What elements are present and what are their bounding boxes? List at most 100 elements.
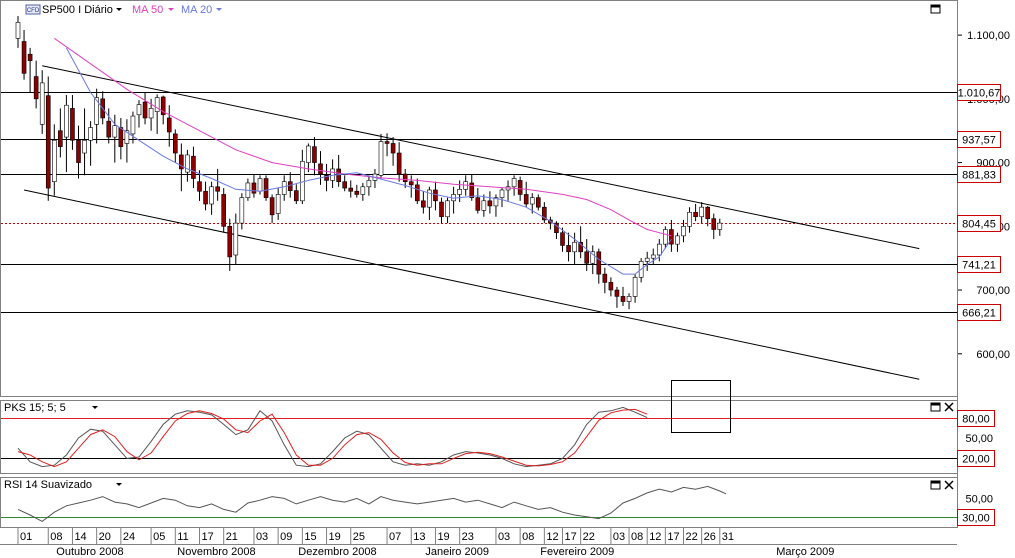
candle-up	[378, 141, 384, 176]
rsi-level-label: 30,00	[962, 513, 990, 525]
close-icon[interactable]	[944, 480, 954, 490]
main-header: CFD SP500 I Diário MA 50 MA 20	[25, 4, 941, 16]
candle-up	[233, 222, 239, 256]
candle-down	[469, 182, 475, 198]
candle-up	[699, 206, 704, 218]
candle-down	[554, 222, 559, 233]
y-tick-label: 600,00	[976, 349, 1010, 361]
x-month-label: Outubro 2008	[56, 546, 123, 558]
candle-up	[626, 296, 632, 302]
candle-down	[160, 96, 166, 116]
x-day-label: 07	[389, 531, 401, 543]
legend-ma50[interactable]: MA 50	[132, 4, 163, 16]
candle-down	[106, 120, 112, 138]
candle-up	[493, 197, 499, 207]
dropdown-icon[interactable]	[116, 8, 122, 11]
candle-down	[535, 197, 541, 208]
candle-up	[717, 222, 723, 230]
x-day-label: 23	[462, 531, 474, 543]
candle-up	[511, 178, 517, 188]
highlight-box[interactable]	[671, 380, 731, 433]
pks-oscillator-pane: 80,00 20,00 50,00	[1, 406, 995, 468]
level-label-box	[957, 256, 1001, 273]
legend-ma20[interactable]: MA 20	[181, 4, 212, 16]
rsi-line	[17, 485, 727, 522]
maximize-icon[interactable]	[930, 402, 941, 412]
pks-level-box	[957, 410, 995, 427]
x-day-label: 05	[153, 531, 165, 543]
pks-level-label: 20,00	[962, 454, 990, 466]
candle-up	[632, 276, 638, 297]
candle-up	[39, 82, 45, 125]
candle-down	[487, 200, 493, 207]
candle-up	[481, 200, 487, 211]
candle-down	[602, 273, 608, 283]
candle-up	[457, 189, 462, 195]
x-day-label: 14	[74, 531, 86, 543]
candle-down	[584, 251, 590, 264]
candle-down	[669, 229, 674, 245]
pks-k-line	[17, 406, 648, 468]
candle-down	[620, 296, 626, 302]
candle-up	[529, 197, 535, 205]
symbol-title[interactable]: SP500 I Diário	[42, 4, 113, 16]
candle-down	[439, 201, 444, 218]
candle-down	[542, 206, 547, 221]
dropdown-icon[interactable]	[216, 8, 222, 11]
candle-down	[58, 130, 63, 147]
x-day-label: 01	[20, 531, 32, 543]
x-day-label: 03	[498, 531, 510, 543]
candle-up	[687, 211, 692, 227]
x-day-label: 31	[722, 531, 734, 543]
close-icon[interactable]	[944, 402, 954, 412]
x-day-label: 24	[123, 531, 135, 543]
candle-down	[251, 182, 257, 194]
candle-down	[596, 251, 602, 275]
x-day-label: 17	[565, 531, 577, 543]
candle-down	[21, 41, 27, 74]
pks-level-box	[957, 450, 995, 467]
y-tick-label: 700,00	[976, 285, 1010, 297]
candle-down	[287, 181, 293, 191]
candle-down	[215, 186, 220, 192]
x-day-label: 17	[202, 531, 214, 543]
x-month-label: Março 2009	[776, 546, 834, 558]
candle-up	[663, 229, 668, 245]
candle-up	[275, 194, 281, 214]
x-day-label: 20	[99, 531, 111, 543]
maximize-icon[interactable]	[930, 480, 941, 490]
candle-down	[118, 127, 124, 147]
candle-down	[45, 95, 51, 189]
maximize-icon[interactable]	[930, 4, 941, 14]
dropdown-icon[interactable]	[168, 8, 174, 11]
dropdown-icon[interactable]	[116, 483, 122, 486]
date-axis: 01 08 14 20 24 05 11 17 21 03 09 15 19 25 07 13 19 23 03 08…	[0, 528, 957, 558]
candle-up	[360, 186, 366, 195]
candle-down	[203, 190, 208, 205]
candle-down	[76, 139, 81, 163]
candle-down	[166, 117, 172, 133]
candle-up	[675, 235, 680, 245]
candle-down	[566, 245, 571, 253]
candle-down	[390, 143, 396, 154]
pks-pane-frame	[0, 400, 958, 474]
candle-down	[433, 189, 438, 202]
pks-header: PKS 15; 5; 5	[4, 402, 954, 414]
candle-up	[681, 226, 686, 237]
candle-up	[650, 254, 656, 259]
rsi-pane: 30,00 50,00	[1, 485, 995, 526]
level-label: 804,45	[962, 219, 996, 231]
candle-up	[366, 180, 372, 188]
x-day-label: 19	[329, 531, 341, 543]
level-label: 1.010,67	[958, 88, 1001, 100]
candle-down	[293, 190, 299, 202]
candle-up	[590, 251, 596, 264]
pks-title[interactable]: PKS 15; 5; 5	[4, 402, 66, 414]
candle-up	[51, 139, 57, 182]
rsi-title[interactable]: RSI 14 Suavizado	[4, 479, 92, 491]
candle-down	[517, 180, 523, 195]
x-day-label: 15	[304, 531, 316, 543]
dropdown-icon[interactable]	[92, 406, 98, 409]
level-label-box	[957, 84, 1001, 101]
candle-up	[656, 243, 662, 256]
